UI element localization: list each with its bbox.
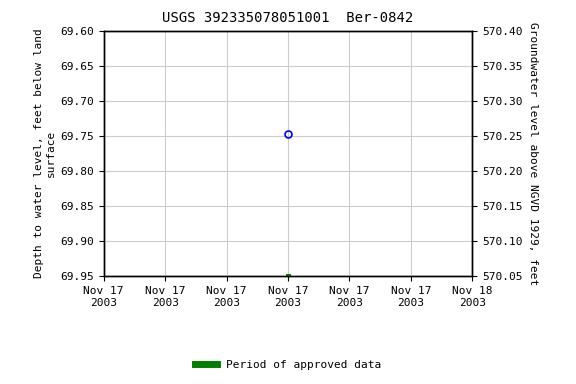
Legend: Period of approved data: Period of approved data	[191, 355, 385, 374]
Title: USGS 392335078051001  Ber-0842: USGS 392335078051001 Ber-0842	[162, 12, 414, 25]
Y-axis label: Groundwater level above NGVD 1929, feet: Groundwater level above NGVD 1929, feet	[528, 22, 538, 285]
Y-axis label: Depth to water level, feet below land
surface: Depth to water level, feet below land su…	[35, 29, 56, 278]
